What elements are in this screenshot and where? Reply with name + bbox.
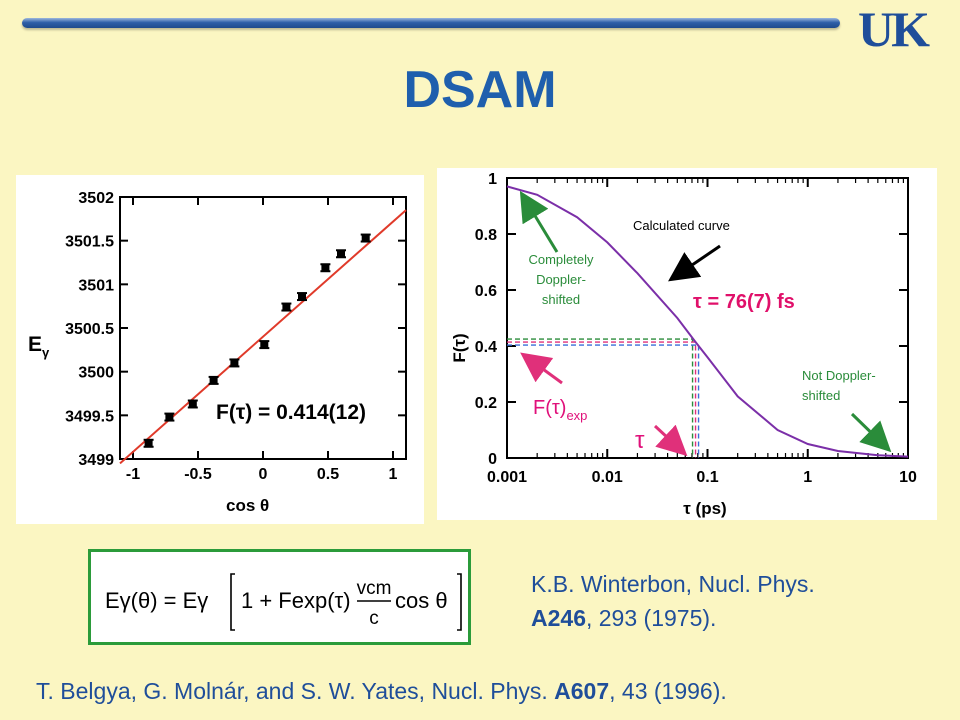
left-bracket [230, 573, 235, 631]
x-tick-label: 1 [389, 466, 398, 483]
equation-lhs: Eγ(θ) = Eγ [105, 588, 208, 613]
right-bracket [457, 573, 462, 631]
complete-label-3: shifted [542, 292, 580, 307]
f-exp-arrow [520, 352, 563, 385]
header-bar [22, 18, 840, 28]
f-tau-chart-panel: 0.001 0.01 0.1 1 10 0 0.2 0.4 0.6 0.8 1 F(τ) τ (ps… [437, 168, 937, 520]
y-axis-label: F(τ) [450, 333, 469, 362]
y-tick-label: 3501.5 [65, 234, 114, 251]
data-point [144, 440, 153, 447]
y-tick-label: 3501 [78, 277, 114, 294]
data-point [230, 359, 239, 366]
data-point [337, 250, 345, 257]
complete-arrow [519, 190, 559, 253]
x-axis-label: cos θ [226, 496, 269, 515]
y-tick-label: 3502 [78, 190, 114, 207]
fit-line [119, 209, 407, 465]
tau-symbol: τ [635, 427, 645, 454]
complete-label-2: Doppler- [536, 272, 586, 287]
y-tick-label: 3500 [78, 365, 114, 382]
x-tick-label: 0.001 [487, 469, 527, 486]
y-tick-label: 0.2 [475, 395, 497, 412]
y-tick-label: 1 [488, 171, 497, 188]
data-point [209, 377, 218, 384]
energy-vs-cos-chart-panel: -1 -0.5 0 0.5 1 3499 3499.5 3500 3500.5 3501 3501.… [16, 175, 424, 524]
x-tick-label: 0.5 [317, 466, 339, 483]
data-point [165, 414, 174, 421]
slide-title: DSAM [403, 61, 557, 119]
x-tick-label: 0.1 [696, 469, 718, 486]
equation-bracket: 1 + Fexp(τ) [241, 588, 351, 613]
complete-label-1: Completely [528, 252, 594, 267]
equation-denominator: c [369, 608, 379, 629]
data-point [361, 235, 370, 242]
x-tick-label: -1 [126, 466, 140, 483]
y-tick-label: 0.4 [475, 339, 497, 356]
data-point [282, 304, 291, 311]
x-tick-label: 0.01 [592, 469, 623, 486]
y-tick-label: 3499.5 [65, 408, 114, 425]
equation-drawing: Eγ(θ) = Eγ 1 + Fexp(τ) vcm c cos θ [105, 573, 462, 631]
tau-guide-line [507, 344, 700, 458]
y-tick-label: 3500.5 [65, 321, 114, 338]
tau-arrow [653, 424, 688, 457]
calculated-curve [506, 185, 909, 458]
data-point [260, 341, 269, 348]
reference-winterbon: K.B. Winterbon, Nucl. Phys. A246, 293 (1… [531, 571, 815, 631]
y-tick-label: 0.8 [475, 227, 497, 244]
x-tick-label: 10 [899, 469, 917, 486]
equation-tail: cos θ [395, 588, 448, 613]
fit-annotation: F(τ) = 0.414(12) [216, 401, 366, 424]
y-axis-label: Eγ [28, 333, 50, 360]
dsam-equation: Eγ(θ) = Eγ 1 + Fexp(τ) vcm c cos θ [88, 549, 471, 645]
x-tick-label: 0 [259, 466, 268, 483]
not-shifted-arrow [850, 412, 892, 453]
university-logo: UK [858, 1, 930, 57]
not-shifted-label-2: shifted [802, 388, 840, 403]
data-point [321, 264, 330, 271]
x-tick-label: -0.5 [184, 466, 212, 483]
calculated-curve-label: Calculated curve [633, 218, 730, 233]
tau-result: τ = 76(7) fs [693, 291, 795, 313]
equation-numerator: vcm [357, 578, 392, 599]
data-point [188, 400, 197, 407]
f-exp-label: F(τ)exp [533, 397, 587, 423]
not-shifted-label-1: Not Doppler- [802, 368, 876, 383]
f-tau-chart: 0.001 0.01 0.1 1 10 0 0.2 0.4 0.6 0.8 1 F(τ) τ (ps… [450, 171, 917, 518]
y-tick-label: 0 [488, 451, 497, 468]
energy-vs-cos-chart: -1 -0.5 0 0.5 1 3499 3499.5 3500 3500.5 3501 3501.… [28, 190, 407, 515]
calculated-curve-arrow [668, 244, 721, 282]
data-point [298, 293, 306, 300]
x-tick-label: 1 [803, 469, 812, 486]
reference-belgya: T. Belgya, G. Molnár, and S. W. Yates, N… [36, 678, 727, 704]
x-axis-label: τ (ps) [683, 499, 726, 518]
y-tick-label: 0.6 [475, 283, 497, 300]
y-tick-label: 3499 [78, 452, 114, 469]
